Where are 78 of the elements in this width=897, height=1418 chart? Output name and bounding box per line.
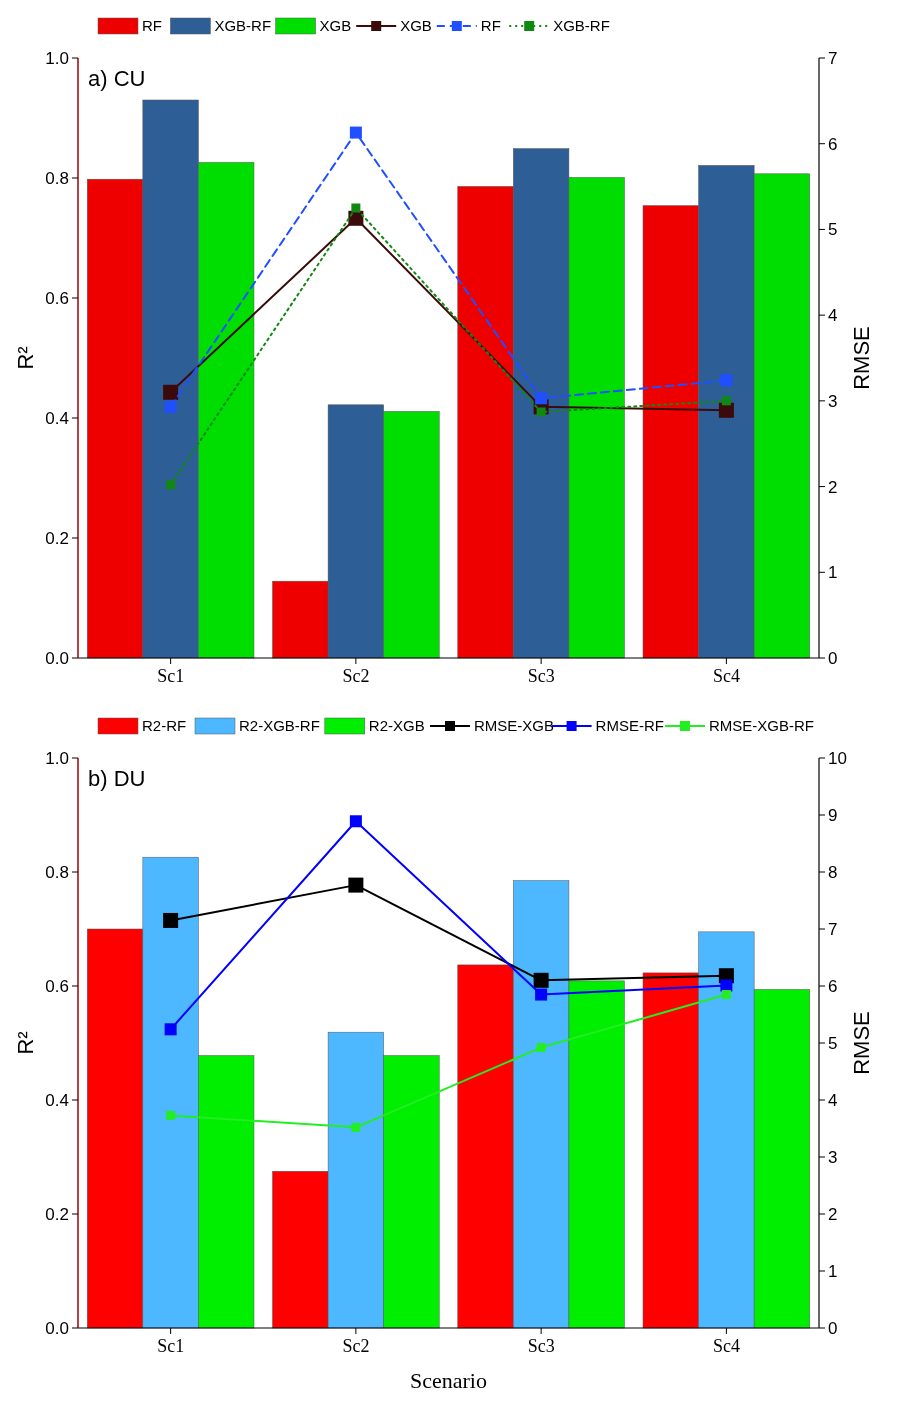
y2-tick-label: 7 [828,920,838,939]
y-axis-title: R² [13,1031,38,1055]
y2-tick-label: 8 [828,863,838,882]
y2-axis-title: RMSE [849,1011,874,1075]
y-tick-label: 0.0 [45,1319,69,1338]
point [536,1043,546,1053]
y2-tick-label: 6 [828,977,838,996]
legend-label: RF [480,17,501,34]
point [164,1023,177,1036]
y-axis-title: R² [13,346,38,370]
y-tick-label: 0.2 [45,1205,69,1224]
y2-tick-label: 1 [828,1262,838,1281]
y-tick-label: 0.0 [45,649,69,668]
point [351,1122,361,1132]
x-tick-label: Sc1 [157,666,185,686]
point [535,392,548,405]
legend-label: R2-XGB [368,717,425,734]
y2-axis-title: RMSE [849,326,874,390]
y2-tick-label: 0 [828,1319,838,1338]
point [535,988,548,1001]
point [720,979,733,992]
annotation: a) CU [88,66,146,91]
y2-tick-label: 4 [828,1091,838,1110]
legend-label: XGB [400,17,432,34]
y-tick-label: 1.0 [45,749,69,768]
x-tick-label: Sc4 [712,666,740,686]
x-tick-label: Sc1 [157,1336,185,1356]
legend-label: RF [142,17,162,34]
x-tick-label: Sc2 [342,666,370,686]
y-tick-label: 0.2 [45,529,69,548]
y2-tick-label: 9 [828,806,838,825]
point [166,480,176,490]
y-tick-label: 0.4 [45,409,69,428]
point [166,1110,176,1120]
legend-label: RMSE-XGB-RF [709,717,814,734]
y2-tick-label: 0 [828,649,838,668]
point [164,400,177,413]
y2-tick-label: 2 [828,477,838,497]
y2-tick-label: 1 [828,563,838,583]
y-tick-label: 0.4 [45,1091,69,1110]
point [349,815,362,828]
y-tick-label: 0.6 [45,289,69,308]
y2-tick-label: 10 [828,749,847,768]
legend-label: XGB [319,17,352,34]
y2-tick-label: 7 [828,49,838,68]
y2-tick-label: 4 [828,306,838,326]
y-tick-label: 0.8 [45,863,69,882]
y2-tick-label: 3 [828,1148,838,1167]
point [163,384,179,400]
legend-label: R2-RF [142,717,187,734]
point [349,126,362,139]
y-tick-label: 0.6 [45,977,69,996]
legend-label: XGB-RF [553,17,610,34]
y2-tick-label: 5 [828,220,838,240]
x-axis-title: Scenario [410,1368,487,1393]
point [720,374,733,387]
legend-label: RMSE-RF [595,717,664,734]
point [163,912,179,928]
legend-label: RMSE-XGB [474,717,555,734]
y2-tick-label: 3 [828,391,838,411]
point [721,396,731,406]
x-tick-label: Sc4 [712,1336,740,1356]
point [348,877,364,893]
x-tick-label: Sc3 [527,1336,555,1356]
point [533,972,549,988]
x-tick-label: Sc2 [342,1336,370,1356]
x-tick-label: Sc3 [527,666,555,686]
y2-tick-label: 5 [828,1034,838,1053]
legend-label: XGB-RF [214,17,272,34]
y2-tick-label: 6 [828,134,838,154]
point [718,402,734,418]
point [351,203,361,213]
legend-label: R2-XGB-RF [239,717,320,734]
y-tick-label: 0.8 [45,169,69,188]
y2-tick-label: 2 [828,1205,838,1224]
annotation: b) DU [88,766,146,791]
y-tick-label: 1.0 [45,49,69,68]
point [721,990,731,1000]
